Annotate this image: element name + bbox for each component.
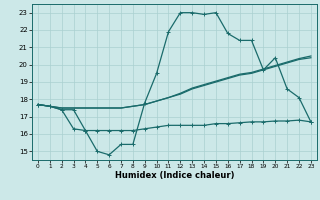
X-axis label: Humidex (Indice chaleur): Humidex (Indice chaleur) <box>115 171 234 180</box>
